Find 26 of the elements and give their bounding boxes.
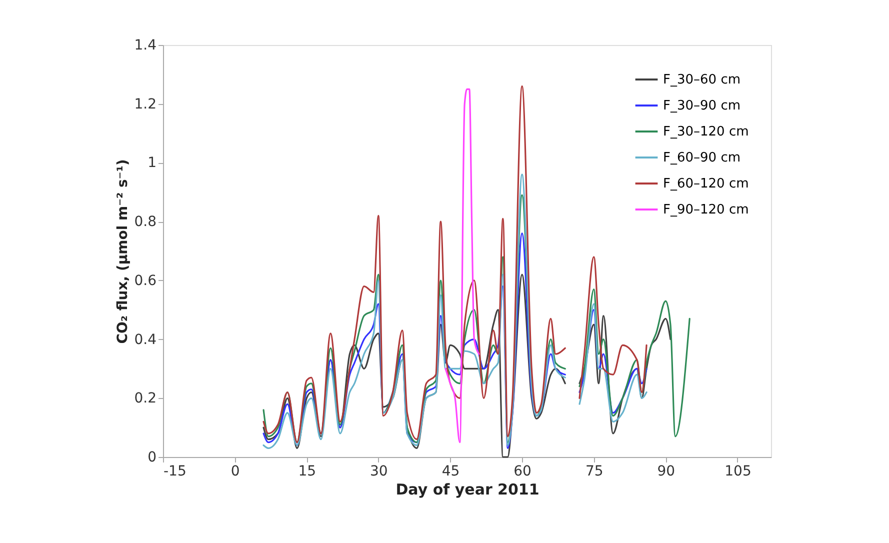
x-axis-title: Day of year 2011 <box>396 480 540 498</box>
y-tick-label: 0.2 <box>134 390 156 407</box>
y-tick-label: 0 <box>148 450 156 466</box>
legend-label: F_60–90 cm <box>663 150 741 166</box>
x-tick-label: 30 <box>370 464 388 480</box>
legend-label: F_30–90 cm <box>663 98 741 114</box>
y-tick-label: 0.4 <box>134 332 157 348</box>
x-tick-label: 45 <box>442 464 460 480</box>
legend-label: F_30–60 cm <box>663 72 741 88</box>
y-tick-label: 0.8 <box>134 214 156 230</box>
x-tick-label: 15 <box>298 464 316 480</box>
legend-label: F_90–120 cm <box>663 202 749 218</box>
y-axis-title: CO₂ flux, (μmol m⁻² s⁻¹) <box>115 159 132 344</box>
x-tick-label: 75 <box>585 464 604 480</box>
x-tick-label: 105 <box>724 464 752 480</box>
y-tick-label: 1 <box>148 155 156 172</box>
legend-label: F_30–120 cm <box>663 124 749 140</box>
x-tick-label: -15 <box>164 464 186 480</box>
x-tick-label: 60 <box>514 464 532 480</box>
line-series <box>444 88 480 444</box>
y-tick-label: 1.4 <box>134 38 157 54</box>
y-tick-label: 1.2 <box>134 96 156 112</box>
x-tick-label: 90 <box>657 464 676 480</box>
y-tick-label: 0.6 <box>134 272 157 289</box>
legend-label: F_60–120 cm <box>663 176 749 192</box>
x-tick-label: 0 <box>230 464 240 480</box>
